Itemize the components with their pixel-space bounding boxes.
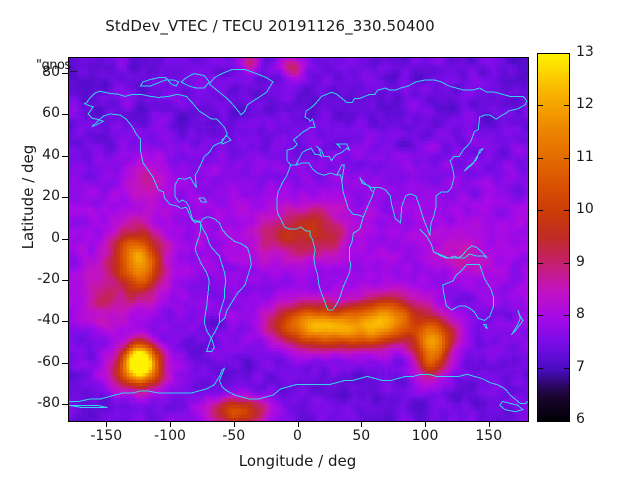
- x-tick-mark: [488, 421, 490, 427]
- y-tick-mark: [62, 279, 68, 281]
- colorbar-tick-label: 11: [576, 148, 594, 165]
- page-title: StdDev_VTEC / TECU 20191126_330.50400: [105, 17, 435, 35]
- x-tick-mark: [233, 421, 235, 427]
- colorbar-tick-mark: [538, 105, 543, 107]
- colorbar-gradient: [538, 54, 569, 421]
- colorbar-tick-label: 7: [576, 358, 585, 375]
- x-tick-label: -150: [90, 428, 123, 444]
- x-tick-label: -100: [154, 428, 186, 444]
- y-tick-mark: [62, 321, 68, 323]
- x-tick-label: 150: [475, 428, 503, 444]
- x-tick-mark: [170, 421, 171, 427]
- y-tick-label: 0: [51, 229, 60, 246]
- x-axis-title: Longitude / deg: [238, 452, 357, 470]
- colorbar-tick-label: 6: [576, 411, 585, 427]
- x-tick-mark: [297, 421, 299, 427]
- colorbar-tick-mark: [538, 157, 543, 159]
- map-plot-area[interactable]: [68, 57, 529, 422]
- y-tick-mark: [62, 197, 68, 198]
- y-tick-label: -40: [37, 312, 60, 329]
- x-tick-label: 100: [411, 428, 439, 444]
- x-tick-mark: [361, 421, 363, 427]
- colorbar-tick-mark: [564, 315, 569, 317]
- y-tick-mark: [62, 155, 68, 157]
- colorbar-tick-label: 9: [576, 253, 585, 270]
- x-tick-mark: [106, 421, 108, 427]
- colorbar-tick-label: 13: [576, 44, 594, 60]
- x-tick-label: 50: [352, 428, 371, 444]
- colorbar-tick-mark: [564, 262, 569, 264]
- vtec-heatmap-canvas: [69, 58, 528, 421]
- y-tick-mark: [62, 114, 68, 116]
- colorbar-tick-label: 12: [576, 96, 594, 113]
- clipped-overlay-text: "gnos_: [36, 58, 77, 73]
- y-tick-label: -80: [37, 395, 60, 412]
- y-tick-label: 40: [42, 146, 60, 163]
- vtec-heatmap-layer: [69, 58, 528, 421]
- y-tick-mark: [62, 362, 68, 364]
- colorbar-tick-label: 8: [576, 306, 585, 323]
- colorbar-tick-mark: [538, 210, 543, 212]
- y-tick-label: 20: [42, 188, 60, 204]
- x-tick-label: -50: [222, 428, 246, 444]
- colorbar[interactable]: [537, 53, 570, 422]
- y-tick-label: -60: [37, 353, 60, 370]
- colorbar-tick-label: 10: [576, 201, 594, 218]
- colorbar-tick-mark: [564, 367, 569, 369]
- y-tick-label: -20: [37, 270, 60, 287]
- x-tick-label: 0: [293, 428, 302, 444]
- colorbar-tick-mark: [564, 210, 569, 212]
- colorbar-tick-mark: [564, 105, 569, 107]
- y-tick-mark: [62, 404, 68, 406]
- colorbar-tick-mark: [564, 157, 569, 159]
- colorbar-tick-mark: [538, 315, 543, 317]
- colorbar-tick-mark: [538, 367, 543, 369]
- y-tick-label: 80: [42, 63, 60, 80]
- x-tick-mark: [425, 421, 426, 427]
- y-tick-label: 60: [42, 105, 60, 122]
- y-tick-mark: [62, 72, 68, 74]
- y-tick-mark: [62, 238, 68, 240]
- colorbar-tick-mark: [538, 262, 543, 264]
